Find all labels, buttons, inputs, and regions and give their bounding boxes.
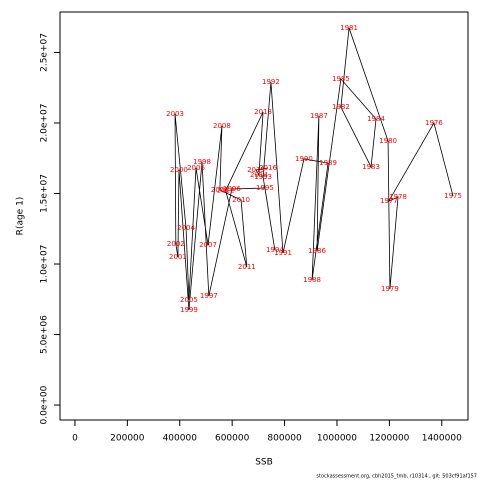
x-axis-label: SSB: [255, 458, 273, 468]
year-point: 1994: [266, 246, 284, 254]
year-point: 2001: [169, 253, 187, 261]
year-point: 1979: [381, 285, 399, 293]
y-tick-label: 5.0e+06: [40, 315, 50, 354]
year-point: 2002: [167, 240, 185, 248]
year-point: 2013: [254, 108, 272, 116]
x-tick-label: 600000: [215, 434, 250, 444]
y-tick-label: 0.0e+00: [40, 385, 50, 424]
year-point: 1977: [380, 197, 398, 205]
trajectory-line: [174, 27, 454, 311]
x-tick-label: 800000: [267, 434, 302, 444]
x-tick-label: 200000: [110, 434, 145, 444]
y-tick-label: 1.5e+07: [40, 174, 50, 213]
year-point: 1986: [308, 247, 326, 255]
x-tick-label: 400000: [163, 434, 198, 444]
year-point: 2007: [199, 241, 217, 249]
year-point: 2009: [211, 186, 229, 194]
year-point: 1993: [254, 173, 272, 181]
year-point: 1997: [200, 292, 218, 300]
year-point: 1991: [274, 249, 292, 257]
x-tick-label: 1400000: [422, 434, 462, 444]
x-tick-label: 0: [72, 434, 78, 444]
year-point: 1987: [310, 112, 328, 120]
x-tick-label: 1000000: [317, 434, 357, 444]
y-tick-label: 2.5e+07: [40, 33, 50, 72]
year-point: 1990: [295, 155, 313, 163]
year-point: 1999: [180, 306, 198, 314]
year-point: 1975: [444, 192, 462, 200]
year-point: 2016: [259, 164, 277, 172]
year-point: 1981: [340, 24, 358, 32]
x-tick-label: 1200000: [369, 434, 409, 444]
year-point: 2008: [213, 122, 231, 130]
y-tick-label: 2.0e+07: [40, 104, 50, 143]
year-point: 2006: [187, 164, 205, 172]
year-point: 2004: [177, 224, 195, 232]
year-point: 1982: [332, 103, 350, 111]
year-point: 1992: [262, 78, 280, 86]
year-point: 1976: [425, 119, 443, 127]
year-point: 1989: [319, 159, 337, 167]
year-point: 1983: [362, 163, 380, 171]
year-point: 1984: [367, 115, 385, 123]
year-point: 2003: [166, 110, 184, 118]
year-point: 1988: [303, 276, 321, 284]
year-point: 1996: [223, 185, 241, 193]
year-point: 1995: [256, 184, 274, 192]
year-point: 2010: [232, 196, 250, 204]
year-point: 2000: [170, 166, 188, 174]
year-point: 2015: [247, 166, 265, 174]
footer: stockassessment.org, cbh2015_tmb, r10314…: [316, 474, 477, 480]
y-tick-label: 1.0e+07: [40, 245, 50, 284]
year-point: 1985: [332, 75, 350, 83]
year-point: 2005: [180, 296, 198, 304]
year-point: 1978: [389, 193, 407, 201]
plot-frame: [59, 11, 469, 421]
y-axis-label: R(age 1): [16, 197, 26, 236]
year-point: 2014: [250, 171, 268, 179]
year-point: 2012: [217, 187, 235, 195]
year-point: 2011: [238, 263, 256, 271]
year-point: 1980: [379, 137, 397, 145]
year-point: 1998: [193, 158, 211, 166]
